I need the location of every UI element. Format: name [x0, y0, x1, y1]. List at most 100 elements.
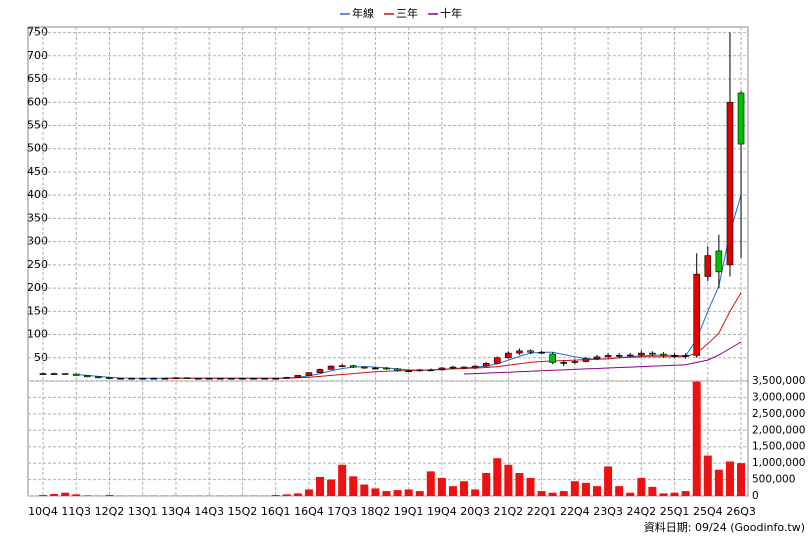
candle-body	[582, 358, 590, 362]
y-tick-label: 650	[27, 72, 48, 85]
y2-tick-label: 3,500,000	[752, 375, 805, 387]
x-tick-label: 23Q3	[593, 505, 623, 518]
candle-body	[139, 377, 147, 380]
candle-body	[527, 350, 534, 353]
candle-body	[460, 366, 468, 369]
candle-body	[216, 377, 224, 380]
x-tick-label: 25Q1	[660, 505, 690, 518]
candle-body	[560, 362, 568, 364]
volume-bar	[570, 481, 579, 496]
volume-bar	[72, 494, 81, 496]
volume-bar	[382, 491, 391, 496]
legend-label: 十年	[440, 6, 462, 20]
volume-bar	[282, 494, 291, 496]
ma-line	[463, 341, 742, 375]
candle-body	[305, 372, 313, 376]
candle-body	[349, 365, 357, 368]
candle-body	[726, 101, 734, 266]
candle-body	[50, 373, 58, 375]
candle-body	[593, 356, 601, 360]
volume-bar	[393, 490, 402, 496]
candle-body	[638, 352, 645, 356]
volume-bar	[548, 492, 557, 496]
x-tick-label: 22Q4	[560, 505, 590, 518]
x-tick-label: 18Q2	[361, 505, 391, 518]
y-tick-label: 450	[27, 165, 48, 178]
volume-bar	[593, 486, 601, 496]
candle-body	[715, 250, 723, 273]
candle-body	[106, 377, 113, 380]
candle-body	[338, 365, 346, 367]
volume-bar	[648, 486, 657, 496]
y2-tick-label: 500,000	[752, 474, 795, 486]
volume-bar	[725, 461, 734, 496]
candle-body	[316, 369, 324, 373]
y2-tick-label: 0	[752, 490, 759, 502]
volume-bar	[304, 489, 313, 496]
legend-label: 年線	[352, 6, 374, 20]
x-tick-label: 20Q3	[460, 505, 490, 518]
y-tick-label: 200	[27, 281, 48, 294]
footer: 資料日期: 09/24 (Goodinfo.tw)	[644, 520, 805, 534]
x-tick-label: 21Q2	[494, 505, 524, 518]
x-tick-label: 11Q3	[61, 505, 91, 518]
x-tick-label: 16Q1	[261, 505, 291, 518]
y-tick-label: 350	[27, 211, 48, 224]
candle-body	[416, 369, 424, 372]
candle-body	[261, 377, 268, 380]
x-tick-label: 14Q3	[194, 505, 224, 518]
candle-body	[250, 377, 257, 380]
candle-body	[427, 369, 435, 372]
candle-body	[471, 365, 479, 369]
volume-bar	[515, 473, 524, 496]
volume-bar	[460, 481, 469, 496]
candle-body	[361, 366, 368, 369]
volume-bar	[349, 476, 358, 496]
volume-bar	[105, 495, 114, 496]
candle-body	[704, 255, 712, 277]
candle-body	[571, 361, 579, 363]
x-tick-label: 15Q2	[228, 505, 258, 518]
candle-body	[161, 377, 169, 380]
x-tick-label: 24Q2	[626, 505, 656, 518]
candle-body	[604, 355, 612, 358]
volume-bar	[404, 489, 413, 496]
candle-body	[272, 377, 279, 380]
y-tick-label: 50	[34, 351, 48, 364]
candle-body	[72, 373, 80, 376]
candle-body	[438, 367, 446, 371]
candle-body	[626, 354, 634, 357]
candle-body	[493, 357, 501, 364]
candle-body	[693, 273, 701, 356]
x-tick-label: 19Q1	[394, 505, 424, 518]
y2-tick-label: 1,500,000	[752, 441, 805, 453]
y-tick-label: 750	[27, 26, 48, 39]
volume-bar	[581, 482, 590, 496]
candle-body	[671, 355, 678, 357]
y-tick-label: 400	[27, 188, 48, 201]
y-tick-label: 100	[27, 328, 48, 341]
candle-body	[615, 355, 623, 357]
candle-body	[327, 365, 335, 370]
x-tick-label: 13Q1	[128, 505, 158, 518]
candle-body	[505, 352, 512, 359]
candle-body	[283, 376, 291, 379]
volume-bar	[482, 473, 491, 496]
volume-bar	[271, 495, 280, 496]
candle-body	[394, 368, 401, 372]
y-tick-label: 600	[27, 95, 48, 108]
candle-body	[538, 351, 545, 354]
x-tick-label: 13Q4	[161, 505, 191, 518]
volume-bar	[681, 491, 690, 496]
candle-body	[95, 376, 102, 379]
volume-bar	[415, 491, 424, 496]
candle-body	[405, 370, 412, 373]
candle-body	[228, 377, 235, 380]
volume-bar	[39, 495, 47, 496]
y2-tick-label: 2,000,000	[752, 424, 805, 436]
y-tick-label: 150	[27, 304, 48, 317]
volume-bar	[437, 477, 446, 496]
volume-bar	[504, 464, 513, 496]
x-tick-label: 17Q3	[327, 505, 357, 518]
